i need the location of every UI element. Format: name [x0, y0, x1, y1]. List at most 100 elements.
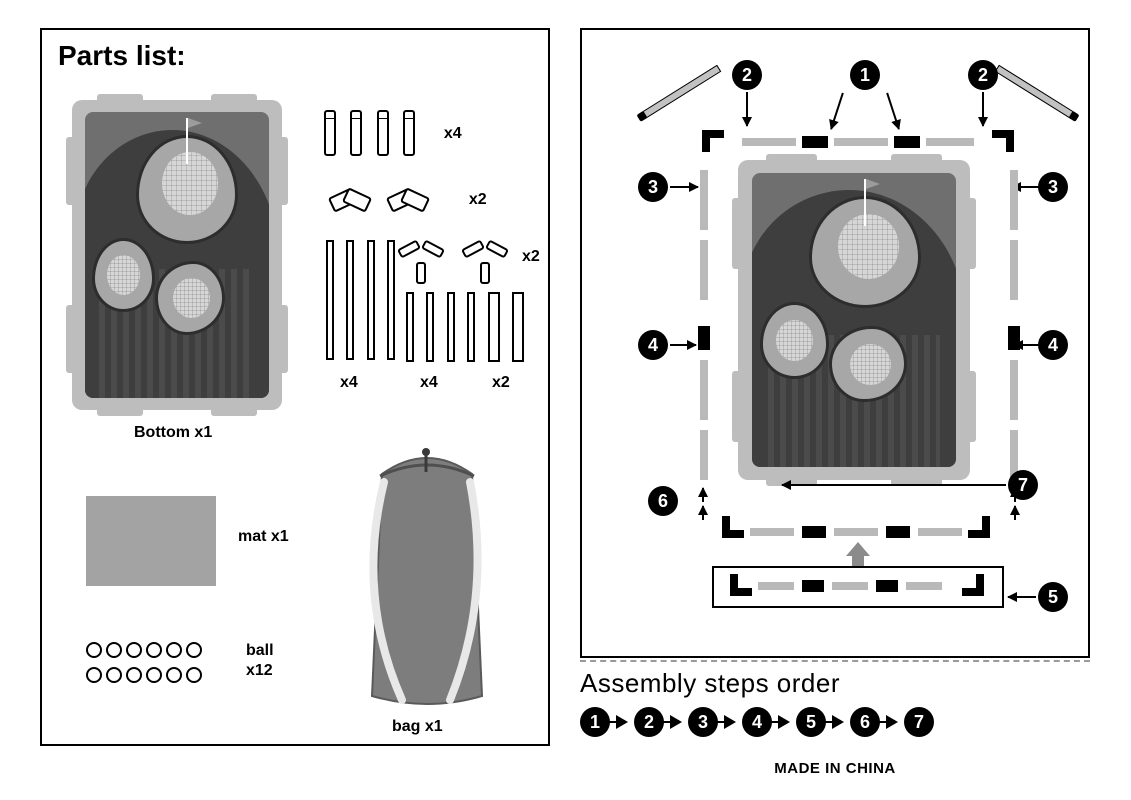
part-bag-label: bag x1 [392, 718, 443, 736]
callout-badge-6: 6 [648, 486, 678, 516]
callout-arrow [702, 488, 704, 502]
callout-arrow [1014, 506, 1016, 520]
frame-tube-segment [700, 430, 708, 480]
step-badge-4: 4 [742, 707, 772, 737]
step-badge-6: 6 [850, 707, 880, 737]
frame-connector-segment [698, 326, 710, 350]
part-ball-label1: ball [246, 642, 274, 660]
frame-connector-segment [1008, 326, 1020, 350]
long-tube-icon [488, 292, 500, 362]
step-badge-2: 2 [634, 707, 664, 737]
frame-tube-segment [926, 138, 974, 146]
part-bottom-illustration [72, 100, 282, 410]
panel-assembly-diagram: 1223344675 [580, 28, 1090, 658]
long-tube-icon [387, 240, 395, 360]
frame-connector-segment [886, 526, 910, 538]
callout-arrow [702, 506, 704, 520]
frame-tube-segment [834, 528, 878, 536]
callout-arrow [746, 92, 748, 126]
callout-badge-5: 5 [1038, 582, 1068, 612]
ball-icon [86, 667, 102, 683]
short-tube-icon [377, 110, 389, 156]
step-badge-5: 5 [796, 707, 826, 737]
frame-tube-segment [1010, 240, 1018, 300]
callout-arrow [886, 93, 900, 130]
long-tube-icon [406, 292, 414, 362]
long-tube-icon [326, 240, 334, 360]
long-tube-icon [346, 240, 354, 360]
frame-connector-segment [894, 136, 920, 148]
yconn-qty: x2 [522, 248, 540, 266]
ball-icon [126, 642, 142, 658]
short-tube-icon [324, 110, 336, 156]
y-connector-icon [462, 238, 508, 278]
long-tube-icon [512, 292, 524, 362]
diagonal-pole-icon [995, 65, 1076, 119]
callout-arrow [1008, 596, 1036, 598]
short-tube-icon [350, 110, 362, 156]
long-tube-icon [467, 292, 475, 362]
diagonal-pole-icon [641, 65, 722, 119]
part-bottom-label: Bottom x1 [134, 424, 212, 442]
frame-corner-icon [702, 130, 724, 152]
step-badge-1: 1 [580, 707, 610, 737]
callout-badge-7: 7 [1008, 470, 1038, 500]
long-tube-icon [367, 240, 375, 360]
short-tube-icon [403, 110, 415, 156]
part-mat-label: mat x1 [238, 528, 289, 546]
frame-connector-segment [802, 136, 828, 148]
elbow-icon [388, 178, 428, 218]
callout-badge-2: 2 [732, 60, 762, 90]
part-elbows: x2 [330, 178, 465, 223]
made-in-label: MADE IN CHINA [580, 760, 1090, 777]
callout-badge-4: 4 [638, 330, 668, 360]
step-arrow-icon [778, 715, 790, 729]
assembly-steps-title: Assembly steps order [580, 668, 1090, 699]
assembly-steps-footer: Assembly steps order 1234567 [580, 660, 1090, 750]
elbow-icon [330, 178, 370, 218]
part-mat-illustration [86, 496, 216, 586]
frame-tube-segment [700, 240, 708, 300]
subassembly-box [712, 566, 1004, 608]
step-arrow-icon [616, 715, 628, 729]
ball-icon [106, 642, 122, 658]
long-tubes-a-qty: x4 [340, 374, 358, 392]
long-tube-icon [426, 292, 434, 362]
callout-badge-1: 1 [850, 60, 880, 90]
part-bag-illustration [342, 446, 512, 716]
frame-corner-icon [968, 516, 990, 538]
callout-arrow [782, 484, 1006, 486]
frame-corner-icon [992, 130, 1014, 152]
frame-tube-segment [918, 528, 962, 536]
frame-corner-icon [722, 516, 744, 538]
y-connector-icon [398, 238, 444, 278]
callout-badge-4: 4 [1038, 330, 1068, 360]
part-short-tubes: x4 [324, 110, 448, 161]
step-badge-3: 3 [688, 707, 718, 737]
ball-icon [166, 642, 182, 658]
ball-icon [86, 642, 102, 658]
part-long-tubes-a [326, 240, 403, 365]
long-tubes-c-qty: x2 [492, 374, 510, 392]
callout-badge-3: 3 [638, 172, 668, 202]
frame-tube-segment [700, 360, 708, 420]
ball-icon [126, 667, 142, 683]
part-ball-label2: x12 [246, 662, 273, 680]
frame-connector-segment [802, 526, 826, 538]
frame-tube-segment [742, 138, 796, 146]
frame-tube-segment [700, 170, 708, 230]
ball-icon [146, 667, 162, 683]
step-arrow-icon [724, 715, 736, 729]
ball-icon [186, 642, 202, 658]
part-y-connectors: x2 [398, 238, 522, 283]
assembly-bottom-illustration [738, 160, 970, 480]
callout-badge-2: 2 [968, 60, 998, 90]
ball-icon [106, 667, 122, 683]
frame-tube-segment [834, 138, 888, 146]
part-long-tubes-b [406, 292, 483, 362]
ball-icon [186, 667, 202, 683]
callout-arrow [670, 186, 698, 188]
callout-arrow [670, 344, 696, 346]
page: Parts list: Bottom x1 x4 [0, 0, 1131, 800]
part-balls-illustration [86, 642, 206, 688]
